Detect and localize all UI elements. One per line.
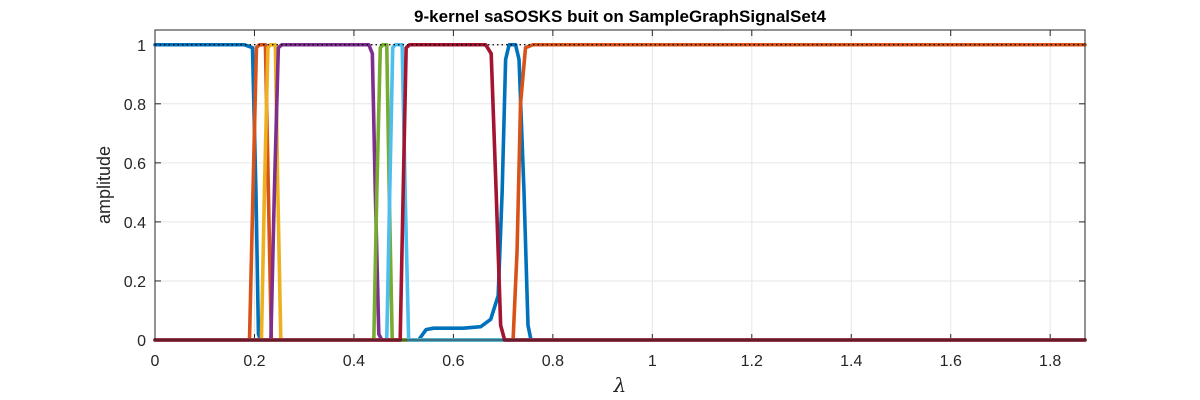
y-tick-label: 0.8 xyxy=(124,97,146,114)
x-tick-label: 1.2 xyxy=(741,353,763,370)
y-tick-label: 0.2 xyxy=(124,274,146,291)
x-tick-label: 1.4 xyxy=(840,353,862,370)
y-axis-label: amplitude xyxy=(94,146,114,224)
series-line-2 xyxy=(153,42,1087,342)
y-tick-label: 0.6 xyxy=(124,156,146,173)
y-tick-labels: 0 0.2 0.4 0.6 0.8 1 xyxy=(124,38,146,350)
series-line-7 xyxy=(153,42,1087,342)
series-line-4 xyxy=(153,42,1087,342)
axes-background xyxy=(155,30,1085,340)
x-tick-label: 0 xyxy=(151,353,160,370)
series-line-3 xyxy=(153,42,1087,342)
x-tick-label: 0.8 xyxy=(542,353,564,370)
x-tick-label: 1 xyxy=(648,353,657,370)
x-tick-label: 0.2 xyxy=(243,353,265,370)
series-line-5 xyxy=(153,42,1087,342)
series-group xyxy=(153,42,1087,342)
x-tick-label: 0.6 xyxy=(442,353,464,370)
y-tick-label: 1 xyxy=(137,38,146,55)
axes-box xyxy=(154,29,1086,341)
x-tick-label: 0.4 xyxy=(343,353,365,370)
x-tick-label: 1.8 xyxy=(1039,353,1061,370)
y-tick-label: 0 xyxy=(137,333,146,350)
series-line-6 xyxy=(153,42,1087,342)
chart-title: 9-kernel saSOSKS buit on SampleGraphSign… xyxy=(414,7,826,26)
x-tick-label: 1.6 xyxy=(940,353,962,370)
x-axis-label: λ xyxy=(613,373,627,397)
y-tick-label: 0.4 xyxy=(124,215,146,232)
x-tick-labels: 0 0.2 0.4 0.6 0.8 1 1.2 1.4 1.6 1.8 xyxy=(151,353,1062,370)
